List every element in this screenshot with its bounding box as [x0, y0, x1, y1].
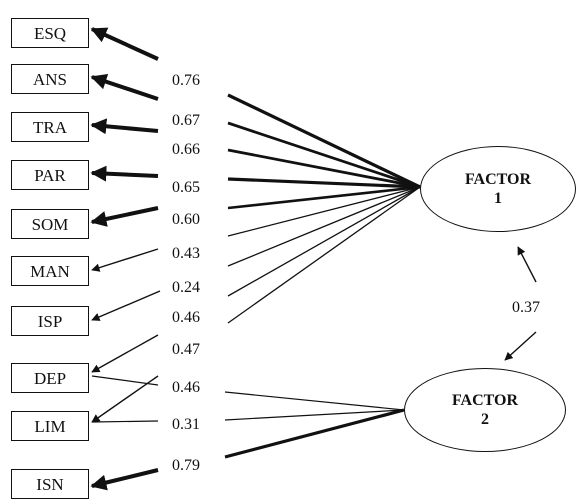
loading-7: 0.46 [172, 309, 200, 326]
factor1-link-5 [227, 185, 421, 210]
path-esq [90, 27, 159, 61]
variable-ans-label: ANS [32, 69, 67, 89]
factor2-link-lim [224, 409, 405, 421]
factor-1-number: 1 [493, 190, 502, 207]
loading-6: 0.24 [172, 279, 200, 296]
path-tra [90, 118, 159, 135]
variable-dep: DEP [11, 363, 89, 393]
variable-lim-label: LIM [34, 416, 66, 436]
factor1-link-7 [227, 186, 421, 267]
factor-2: FACTOR 2 [404, 368, 566, 452]
factor1-link-3 [227, 148, 421, 189]
variable-som: SOM [11, 209, 89, 239]
variable-dep-label: DEP [33, 368, 67, 388]
factor-2-number: 2 [480, 411, 489, 428]
variable-man: MAN [11, 256, 89, 286]
factor-2-title: FACTOR [451, 391, 519, 409]
path-ans [90, 73, 159, 101]
loading-5: 0.43 [172, 245, 200, 262]
variable-tra: TRA [11, 112, 89, 142]
loading-11: 0.79 [172, 457, 200, 474]
loading-9: 0.46 [172, 379, 200, 396]
variable-man-label: MAN [30, 261, 70, 281]
factor1-link-6 [227, 186, 421, 237]
factor1-link-1 [227, 93, 421, 189]
path-dep [91, 334, 159, 373]
factor2-cross-lim [91, 420, 159, 423]
variable-par-label: PAR [34, 165, 66, 185]
variable-isp-label: ISP [37, 311, 63, 331]
path-man [91, 248, 159, 272]
factor-1-title: FACTOR [464, 170, 532, 188]
variable-isp: ISP [11, 306, 89, 336]
factor1-link-4 [227, 177, 421, 189]
factor1-link-8 [227, 186, 421, 297]
factor-correlation: 0.37 [512, 299, 540, 316]
path-som [90, 206, 159, 227]
loading-10: 0.31 [172, 416, 200, 433]
path-isp [91, 290, 161, 321]
loading-4: 0.60 [172, 211, 200, 228]
correlation-arrow-up [517, 246, 537, 283]
variable-esq: ESQ [11, 18, 89, 48]
loading-3: 0.65 [172, 179, 200, 196]
variable-par: PAR [11, 160, 89, 190]
factor2-link-dep [224, 391, 405, 411]
variable-isn-label: ISN [36, 474, 64, 494]
loading-1: 0.67 [172, 112, 200, 129]
factor2-link-isn [224, 408, 405, 459]
factor2-cross-dep [91, 375, 159, 386]
loading-8: 0.47 [172, 341, 200, 358]
factor1-link-2 [227, 121, 421, 189]
variable-ans: ANS [11, 64, 89, 94]
clipped-top-text [505, 0, 565, 18]
variable-esq-label: ESQ [33, 23, 67, 43]
path-par [90, 165, 159, 182]
variable-som-label: SOM [31, 214, 69, 234]
variable-lim: LIM [11, 411, 89, 441]
factor1-link-9 [227, 186, 421, 324]
factor-1: FACTOR 1 [420, 146, 576, 232]
loading-2: 0.66 [172, 141, 200, 158]
variable-isn: ISN [11, 469, 89, 499]
path-isn [90, 468, 159, 491]
variable-tra-label: TRA [33, 117, 67, 137]
correlation-arrow-down [504, 331, 537, 361]
path-lim [91, 375, 159, 423]
loading-0: 0.76 [172, 72, 200, 89]
